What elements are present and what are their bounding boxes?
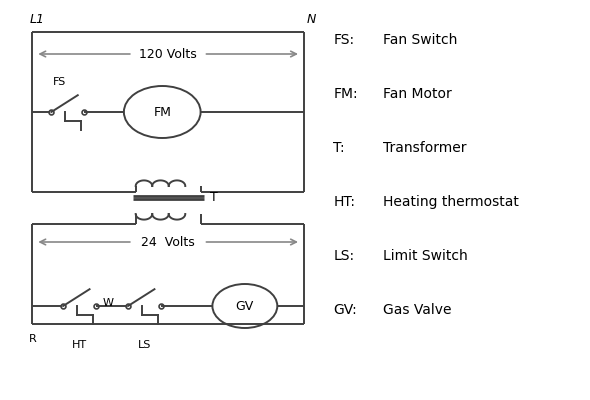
Text: Fan Motor: Fan Motor [384, 87, 453, 101]
Text: HT: HT [72, 340, 87, 350]
Text: HT:: HT: [333, 195, 355, 209]
Text: Fan Switch: Fan Switch [384, 33, 458, 47]
Text: Transformer: Transformer [384, 141, 467, 155]
Text: L1: L1 [30, 13, 44, 26]
Text: FM: FM [153, 106, 171, 118]
Text: FM:: FM: [333, 87, 358, 101]
Text: T:: T: [333, 141, 345, 155]
Text: LS: LS [138, 340, 151, 350]
Text: Heating thermostat: Heating thermostat [384, 195, 519, 209]
Text: 24  Volts: 24 Volts [141, 236, 195, 248]
Text: Limit Switch: Limit Switch [384, 249, 468, 263]
Text: R: R [28, 334, 37, 344]
Text: FS: FS [53, 77, 66, 87]
Text: GV:: GV: [333, 303, 357, 317]
Text: W: W [103, 298, 114, 308]
Text: N: N [307, 13, 316, 26]
Text: Gas Valve: Gas Valve [384, 303, 452, 317]
Text: GV: GV [236, 300, 254, 312]
Text: T: T [206, 191, 218, 204]
Text: LS:: LS: [333, 249, 355, 263]
Text: 120 Volts: 120 Volts [139, 48, 197, 60]
Text: FS:: FS: [333, 33, 355, 47]
